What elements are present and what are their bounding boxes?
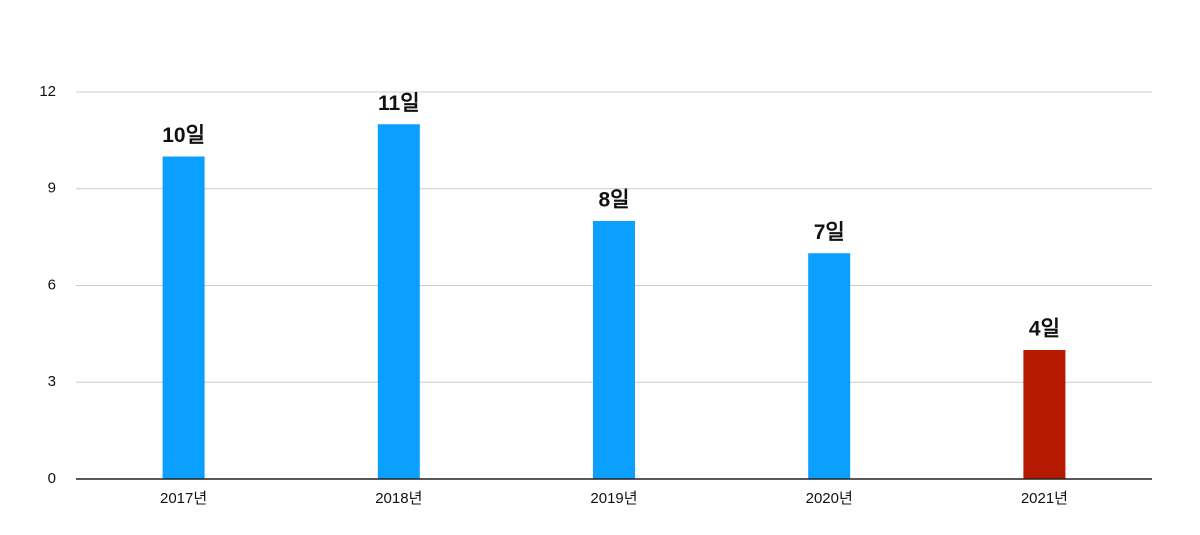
x-tick-label: 2020년: [806, 490, 853, 507]
y-tick-label: 12: [39, 83, 56, 100]
bar: [593, 221, 635, 479]
bar: [1023, 350, 1066, 479]
bar: [377, 124, 420, 479]
y-tick-label: 9: [48, 180, 56, 197]
x-tick-label: 2019년: [590, 490, 637, 507]
value-label: 7일: [814, 221, 845, 244]
x-tick-label: 2017년: [160, 490, 207, 507]
bar: [162, 156, 205, 479]
y-tick-label: 0: [48, 470, 56, 487]
y-tick-label: 6: [48, 276, 56, 293]
value-label: 4일: [1029, 318, 1060, 341]
value-label: 10일: [162, 124, 205, 147]
value-label: 8일: [599, 189, 630, 212]
x-tick-label: 2021년: [1021, 490, 1068, 507]
bar: [808, 253, 851, 479]
y-tick-label: 3: [48, 373, 56, 390]
x-tick-label: 2018년: [375, 490, 422, 507]
value-label: 11일: [378, 92, 420, 115]
